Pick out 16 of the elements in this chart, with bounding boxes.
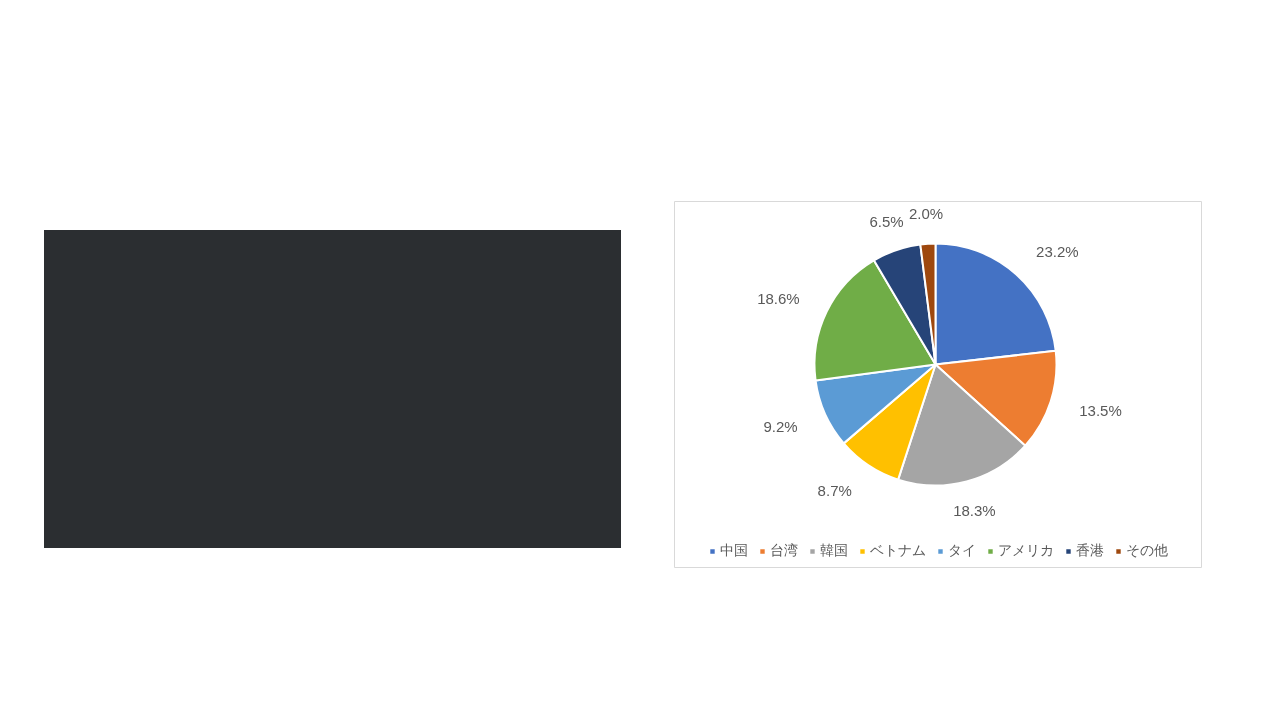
data-label: 18.6% bbox=[757, 290, 800, 307]
data-label: 13.5% bbox=[1079, 402, 1122, 420]
legend-label: 韓国 bbox=[820, 542, 848, 560]
legend-label: アメリカ bbox=[998, 542, 1054, 560]
data-label: 23.2% bbox=[1036, 243, 1079, 261]
data-label: 9.2% bbox=[763, 417, 798, 435]
data-label: 8.7% bbox=[817, 481, 852, 499]
legend-label: 中国 bbox=[720, 542, 748, 560]
legend-label: ベトナム bbox=[870, 542, 926, 560]
legend-label: 香港 bbox=[1076, 542, 1104, 560]
data-label: 6.5% bbox=[869, 213, 904, 231]
data-label: 18.3% bbox=[953, 501, 996, 519]
legend-label: タイ bbox=[948, 542, 976, 560]
legend-label: その他 bbox=[1126, 542, 1168, 560]
legend-label: 台湾 bbox=[770, 542, 798, 560]
data-label: 2.0% bbox=[908, 205, 944, 223]
